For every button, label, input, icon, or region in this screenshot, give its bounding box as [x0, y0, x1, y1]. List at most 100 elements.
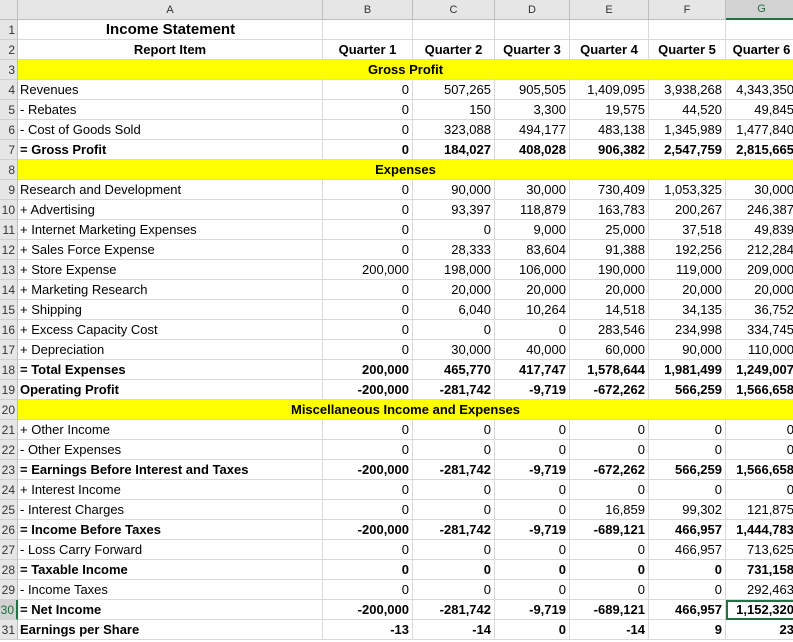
value-cell[interactable]: 0 [413, 320, 495, 340]
value-cell[interactable]: 0 [323, 340, 413, 360]
value-cell[interactable]: -281,742 [413, 380, 495, 400]
value-cell[interactable]: -9,719 [495, 520, 570, 540]
value-cell[interactable]: 0 [323, 320, 413, 340]
value-cell[interactable]: 1,345,989 [649, 120, 726, 140]
value-cell[interactable]: 1,566,658 [726, 460, 793, 480]
value-cell[interactable]: 83,604 [495, 240, 570, 260]
value-cell[interactable]: 494,177 [495, 120, 570, 140]
row-header-23[interactable]: 23 [0, 460, 18, 480]
row-header-9[interactable]: 9 [0, 180, 18, 200]
value-cell[interactable]: -281,742 [413, 460, 495, 480]
value-cell[interactable]: 0 [323, 200, 413, 220]
cell[interactable] [495, 400, 570, 420]
cell[interactable] [726, 400, 793, 420]
value-cell[interactable]: 0 [495, 480, 570, 500]
cell[interactable] [323, 400, 413, 420]
cell[interactable] [18, 60, 323, 80]
row-label[interactable]: = Net Income [18, 600, 323, 620]
value-cell[interactable]: -281,742 [413, 600, 495, 620]
value-cell[interactable]: 234,998 [649, 320, 726, 340]
cell[interactable] [726, 60, 793, 80]
cell[interactable] [570, 60, 649, 80]
row-label[interactable]: + Depreciation [18, 340, 323, 360]
value-cell[interactable]: -9,719 [495, 380, 570, 400]
row-label[interactable]: Revenues [18, 80, 323, 100]
value-cell[interactable]: 150 [413, 100, 495, 120]
value-cell[interactable]: -689,121 [570, 600, 649, 620]
value-cell[interactable]: 99,302 [649, 500, 726, 520]
row-header-11[interactable]: 11 [0, 220, 18, 240]
value-cell[interactable]: 36,752 [726, 300, 793, 320]
value-cell[interactable]: 1,249,007 [726, 360, 793, 380]
cell[interactable] [495, 60, 570, 80]
cell[interactable] [649, 400, 726, 420]
value-cell[interactable]: 20,000 [495, 280, 570, 300]
value-cell[interactable]: -14 [570, 620, 649, 640]
value-cell[interactable]: 0 [649, 440, 726, 460]
value-cell[interactable]: 4,343,350 [726, 80, 793, 100]
row-header-22[interactable]: 22 [0, 440, 18, 460]
cell[interactable] [726, 20, 793, 40]
row-header-25[interactable]: 25 [0, 500, 18, 520]
value-cell[interactable]: 0 [323, 500, 413, 520]
quarter-header[interactable]: Quarter 6 [726, 40, 793, 60]
value-cell[interactable]: 0 [323, 440, 413, 460]
value-cell[interactable]: 0 [649, 580, 726, 600]
row-header-5[interactable]: 5 [0, 100, 18, 120]
value-cell[interactable]: 0 [726, 480, 793, 500]
row-header-1[interactable]: 1 [0, 20, 18, 40]
row-label[interactable]: + Excess Capacity Cost [18, 320, 323, 340]
row-label[interactable]: Earnings per Share [18, 620, 323, 640]
value-cell[interactable]: 106,000 [495, 260, 570, 280]
value-cell[interactable]: 0 [495, 560, 570, 580]
quarter-header[interactable]: Quarter 2 [413, 40, 495, 60]
row-header-4[interactable]: 4 [0, 80, 18, 100]
value-cell[interactable]: 246,387 [726, 200, 793, 220]
value-cell[interactable]: 20,000 [649, 280, 726, 300]
value-cell[interactable]: 1,444,783 [726, 520, 793, 540]
value-cell[interactable]: -672,262 [570, 380, 649, 400]
row-label[interactable]: Research and Development [18, 180, 323, 200]
value-cell[interactable]: 0 [323, 420, 413, 440]
value-cell[interactable]: 0 [413, 500, 495, 520]
value-cell[interactable]: 0 [495, 420, 570, 440]
value-cell[interactable]: 906,382 [570, 140, 649, 160]
row-label[interactable]: + Store Expense [18, 260, 323, 280]
value-cell[interactable]: 93,397 [413, 200, 495, 220]
row-header-29[interactable]: 29 [0, 580, 18, 600]
value-cell[interactable]: 507,265 [413, 80, 495, 100]
value-cell[interactable]: 0 [570, 540, 649, 560]
value-cell[interactable]: 0 [323, 540, 413, 560]
value-cell[interactable]: 323,088 [413, 120, 495, 140]
value-cell[interactable]: 0 [323, 140, 413, 160]
value-cell[interactable]: 0 [323, 560, 413, 580]
value-cell[interactable]: -672,262 [570, 460, 649, 480]
value-cell[interactable]: 6,040 [413, 300, 495, 320]
row-header-2[interactable]: 2 [0, 40, 18, 60]
value-cell[interactable]: 417,747 [495, 360, 570, 380]
value-cell[interactable]: 0 [570, 420, 649, 440]
value-cell[interactable]: 0 [726, 440, 793, 460]
value-cell[interactable]: 192,256 [649, 240, 726, 260]
column-header-e[interactable]: E [570, 0, 649, 20]
row-label[interactable]: = Earnings Before Interest and Taxes [18, 460, 323, 480]
row-label[interactable]: - Rebates [18, 100, 323, 120]
value-cell[interactable]: 0 [570, 480, 649, 500]
row-label[interactable]: + Sales Force Expense [18, 240, 323, 260]
value-cell[interactable]: 566,259 [649, 380, 726, 400]
row-header-12[interactable]: 12 [0, 240, 18, 260]
value-cell[interactable]: 110,000 [726, 340, 793, 360]
value-cell[interactable]: 1,578,644 [570, 360, 649, 380]
value-cell[interactable]: 90,000 [649, 340, 726, 360]
row-label[interactable]: = Total Expenses [18, 360, 323, 380]
value-cell[interactable]: 49,845 [726, 100, 793, 120]
row-header-10[interactable]: 10 [0, 200, 18, 220]
value-cell[interactable]: 198,000 [413, 260, 495, 280]
row-header-13[interactable]: 13 [0, 260, 18, 280]
value-cell[interactable]: 10,264 [495, 300, 570, 320]
value-cell[interactable]: 0 [570, 560, 649, 580]
value-cell[interactable]: -689,121 [570, 520, 649, 540]
value-cell[interactable]: -200,000 [323, 520, 413, 540]
cell[interactable] [413, 20, 495, 40]
value-cell[interactable]: 30,000 [413, 340, 495, 360]
